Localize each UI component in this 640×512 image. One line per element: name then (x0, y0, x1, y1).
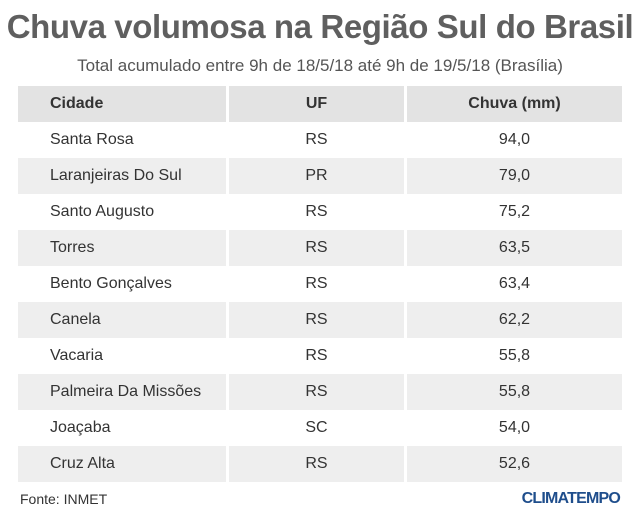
header-chuva: Chuva (mm) (407, 86, 622, 122)
cell-uf: RS (229, 374, 407, 410)
cell-chuva: 54,0 (498, 419, 531, 436)
cell-cidade: Cruz Alta (18, 446, 229, 482)
cell-cidade: Joaçaba (18, 410, 229, 446)
cell-cidade: Laranjeiras Do Sul (18, 158, 229, 194)
cell-chuva: 52,6 (407, 446, 622, 482)
cell-uf: RS (229, 194, 407, 230)
source-note: Fonte: INMET (20, 491, 108, 507)
cell-cidade: Santo Augusto (18, 194, 229, 230)
cell-chuva: 63,4 (498, 275, 531, 292)
cell-uf: RS (229, 122, 407, 158)
table-row: Bento Gonçalves RS 63,4 (18, 266, 622, 302)
cell-uf: SC (229, 410, 407, 446)
cell-chuva: 94,0 (498, 131, 531, 148)
cell-chuva: 75,2 (498, 203, 531, 220)
table-row: Canela RS 62,2 (18, 302, 622, 338)
page-title: Chuva volumosa na Região Sul do Brasil (6, 8, 634, 45)
cell-cidade: Torres (18, 230, 229, 266)
cell-chuva: 79,0 (407, 158, 622, 194)
header-uf: UF (229, 86, 407, 122)
cell-uf: RS (229, 230, 407, 266)
cell-uf: RS (229, 338, 407, 374)
table-row: Palmeira Da Missões RS 55,8 (18, 374, 622, 410)
table-row: Cruz Alta RS 52,6 (18, 446, 622, 482)
page-subtitle: Total acumulado entre 9h de 18/5/18 até … (77, 56, 563, 75)
table-row: Torres RS 63,5 (18, 230, 622, 266)
cell-cidade: Bento Gonçalves (18, 266, 229, 302)
cell-cidade: Palmeira Da Missões (18, 374, 229, 410)
cell-uf: RS (229, 446, 407, 482)
table-row: Vacaria RS 55,8 (18, 338, 622, 374)
cell-chuva: 63,5 (407, 230, 622, 266)
header-cidade: Cidade (18, 86, 229, 122)
table-row: Laranjeiras Do Sul PR 79,0 (18, 158, 622, 194)
cell-chuva: 55,8 (407, 374, 622, 410)
table-header-row: Cidade UF Chuva (mm) (18, 86, 622, 122)
cell-uf: PR (229, 158, 407, 194)
cell-chuva: 62,2 (407, 302, 622, 338)
cell-chuva: 55,8 (498, 347, 531, 364)
cell-cidade: Canela (18, 302, 229, 338)
rainfall-table: Cidade UF Chuva (mm) Santa Rosa RS 94,0 … (18, 86, 622, 482)
brand-logo: CLIMATEMPO (521, 490, 621, 507)
table-row: Joaçaba SC 54,0 (18, 410, 622, 446)
cell-uf: RS (229, 302, 407, 338)
cell-uf: RS (229, 266, 407, 302)
table-row: Santo Augusto RS 75,2 (18, 194, 622, 230)
cell-cidade: Vacaria (18, 338, 229, 374)
table-row: Santa Rosa RS 94,0 (18, 122, 622, 158)
cell-cidade: Santa Rosa (18, 122, 229, 158)
